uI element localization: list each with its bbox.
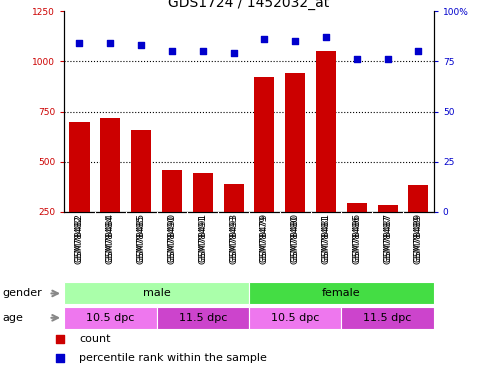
Text: GSM78480: GSM78480: [291, 215, 300, 264]
Text: GSM78479: GSM78479: [260, 215, 269, 264]
FancyBboxPatch shape: [64, 307, 157, 329]
Text: male: male: [142, 288, 171, 298]
Bar: [316, 51, 336, 212]
FancyBboxPatch shape: [249, 282, 434, 304]
Bar: [254, 78, 275, 212]
FancyBboxPatch shape: [64, 282, 249, 304]
Text: age: age: [2, 313, 23, 323]
Point: [168, 48, 176, 54]
Point: [322, 34, 330, 40]
FancyBboxPatch shape: [157, 307, 249, 329]
Point: [353, 56, 361, 62]
Text: GSM78482: GSM78482: [75, 215, 84, 264]
Bar: [162, 170, 182, 212]
Title: GDS1724 / 1452032_at: GDS1724 / 1452032_at: [168, 0, 330, 10]
Text: count: count: [79, 334, 111, 344]
Point: [384, 56, 391, 62]
Bar: [408, 185, 428, 212]
Bar: [100, 118, 120, 212]
Text: 10.5 dpc: 10.5 dpc: [86, 313, 135, 323]
Point: [230, 50, 238, 56]
Text: 11.5 dpc: 11.5 dpc: [363, 313, 412, 323]
Text: GSM78486: GSM78486: [352, 215, 361, 264]
Text: GSM78487: GSM78487: [383, 215, 392, 264]
Point: [199, 48, 207, 54]
Point: [260, 36, 268, 42]
Text: GSM78493: GSM78493: [229, 215, 238, 264]
Bar: [285, 74, 305, 212]
Point: [106, 40, 114, 46]
FancyBboxPatch shape: [341, 307, 434, 329]
Bar: [378, 205, 398, 212]
Text: 11.5 dpc: 11.5 dpc: [178, 313, 227, 323]
Text: GSM78489: GSM78489: [414, 215, 423, 264]
Text: gender: gender: [2, 288, 42, 298]
Point: [291, 38, 299, 44]
Text: percentile rank within the sample: percentile rank within the sample: [79, 353, 267, 363]
Point: [75, 40, 83, 46]
Text: GSM78484: GSM78484: [106, 215, 115, 264]
Bar: [131, 130, 151, 212]
Text: GSM78491: GSM78491: [198, 215, 207, 264]
FancyBboxPatch shape: [249, 307, 341, 329]
Point: [56, 336, 64, 342]
Text: GSM78490: GSM78490: [168, 215, 176, 264]
Point: [137, 42, 145, 48]
Text: female: female: [322, 288, 361, 298]
Text: GSM78485: GSM78485: [137, 215, 145, 264]
Point: [56, 355, 64, 361]
Text: GSM78481: GSM78481: [321, 215, 330, 264]
Bar: [223, 184, 244, 212]
Bar: [193, 173, 213, 212]
Bar: [347, 203, 367, 212]
Text: 10.5 dpc: 10.5 dpc: [271, 313, 319, 323]
Point: [415, 48, 423, 54]
Bar: [70, 122, 90, 212]
